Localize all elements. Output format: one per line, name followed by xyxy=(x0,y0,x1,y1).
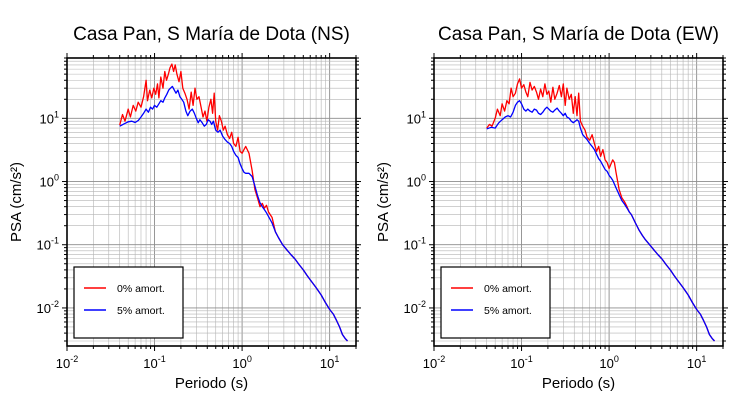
x-tick-label-exponent: -2 xyxy=(70,354,78,364)
x-tick-label-exponent: 1 xyxy=(334,354,339,364)
y-tick-label-exponent: 1 xyxy=(54,109,59,119)
plot-frame xyxy=(66,57,357,347)
x-tick-label-base: 10 xyxy=(687,356,701,371)
x-tick-label: 10-1 xyxy=(143,354,165,371)
x-tick-label: 10-2 xyxy=(423,354,445,371)
x-axis-label: Periodo (s) xyxy=(175,375,248,392)
x-tick-label-exponent: -1 xyxy=(525,354,533,364)
y-tick-label-base: 10 xyxy=(404,238,418,253)
x-tick-label: 10-2 xyxy=(56,354,78,371)
y-tick-label-exponent: 1 xyxy=(421,109,426,119)
y-tick-label: 101 xyxy=(407,109,426,126)
y-tick-label-exponent: 0 xyxy=(54,173,59,183)
x-tick-label-base: 10 xyxy=(56,356,70,371)
chart-panel-ns: Casa Pan, S María de Dota (NS)10-2 10-1 10… xyxy=(8,24,361,392)
y-tick-label: 10-2 xyxy=(404,299,426,316)
y-tick-label-base: 10 xyxy=(37,301,51,316)
legend-label: 0% amort. xyxy=(117,283,165,295)
x-tick-label-base: 10 xyxy=(232,356,246,371)
grid xyxy=(433,57,724,346)
series-line-damped xyxy=(119,85,348,342)
series-line-damped xyxy=(486,100,715,342)
x-tick-label-base: 10 xyxy=(423,356,437,371)
x-tick-label: 10-1 xyxy=(510,354,532,371)
y-tick-label-exponent: -2 xyxy=(418,299,426,309)
y-tick-label-base: 10 xyxy=(37,238,51,253)
x-tick-label: 100 xyxy=(599,354,618,371)
chart-title: Casa Pan, S María de Dota (NS) xyxy=(73,24,350,45)
y-tick-label-exponent: 0 xyxy=(421,173,426,183)
y-tick-label: 100 xyxy=(407,173,426,190)
x-tick-label: 101 xyxy=(320,354,339,371)
chart-title: Casa Pan, S María de Dota (EW) xyxy=(438,24,719,45)
y-tick-label: 10-1 xyxy=(404,236,426,253)
legend-label: 5% amort. xyxy=(117,305,165,317)
x-tick-label-exponent: 0 xyxy=(614,354,619,364)
x-tick-label-base: 10 xyxy=(143,356,157,371)
x-tick-label: 101 xyxy=(687,354,706,371)
x-tick-label-base: 10 xyxy=(599,356,613,371)
x-axis-label: Periodo (s) xyxy=(542,375,615,392)
x-tick-label: 100 xyxy=(232,354,251,371)
y-tick-label-base: 10 xyxy=(404,301,418,316)
chart-panel-ew: Casa Pan, S María de Dota (EW)10-2 10-1 10… xyxy=(375,24,728,392)
y-tick-label: 101 xyxy=(40,109,59,126)
y-tick-label-base: 10 xyxy=(40,175,54,190)
legend: 0% amort. 5% amort. xyxy=(440,266,551,339)
y-tick-label-exponent: -1 xyxy=(418,236,426,246)
x-tick-label-base: 10 xyxy=(320,356,334,371)
y-tick-label-exponent: -2 xyxy=(51,299,59,309)
series-lines xyxy=(119,63,348,342)
y-tick-label-base: 10 xyxy=(40,111,54,126)
legend-box xyxy=(73,266,184,339)
y-tick-label-base: 10 xyxy=(407,111,421,126)
y-tick-label: 10-2 xyxy=(37,299,59,316)
legend-label: 0% amort. xyxy=(484,283,532,295)
y-tick-label: 10-1 xyxy=(37,236,59,253)
legend-label: 5% amort. xyxy=(484,305,532,317)
legend: 0% amort. 5% amort. xyxy=(73,266,184,339)
y-axis-label: PSA (cm/s²) xyxy=(8,162,25,242)
axis-ticks xyxy=(62,53,361,351)
x-tick-label-exponent: 0 xyxy=(247,354,252,364)
y-tick-label-exponent: -1 xyxy=(51,236,59,246)
x-tick-label-exponent: -1 xyxy=(158,354,166,364)
plot-frame xyxy=(433,57,724,347)
axis-ticks xyxy=(429,53,728,351)
y-axis-label: PSA (cm/s²) xyxy=(375,162,392,242)
legend-box xyxy=(440,266,551,339)
series-lines xyxy=(486,78,715,342)
x-tick-label-exponent: 1 xyxy=(701,354,706,364)
x-tick-label-base: 10 xyxy=(510,356,524,371)
x-tick-label-exponent: -2 xyxy=(437,354,445,364)
y-tick-label-base: 10 xyxy=(407,175,421,190)
y-tick-label: 100 xyxy=(40,173,59,190)
